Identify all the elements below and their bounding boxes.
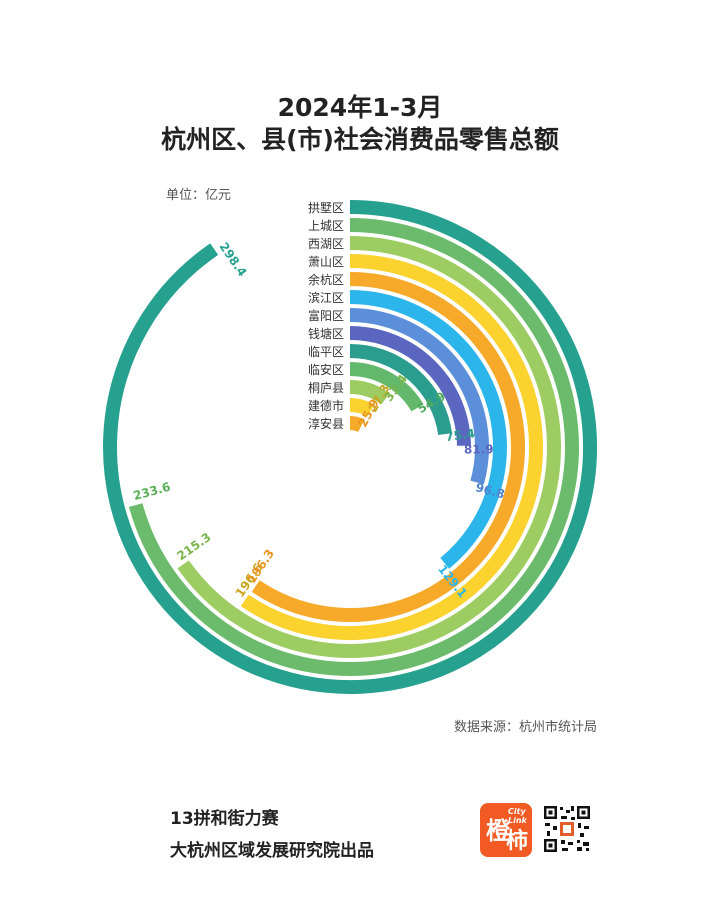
qr-code-icon — [542, 804, 592, 854]
category-label-余杭区: 余杭区 — [308, 272, 344, 287]
footer-publisher: 大杭州区域发展研究院出品 — [170, 841, 374, 861]
logo-char-2: 柿 — [506, 829, 529, 854]
logo-char-1: 橙 — [486, 817, 510, 845]
bar-富阳区 — [349, 308, 489, 485]
bar-上城区 — [128, 218, 579, 676]
chart-title-year: 2024年1-3月 — [277, 93, 443, 122]
bar-滨江区 — [349, 290, 507, 569]
bar-余杭区 — [251, 272, 525, 622]
bar-拱墅区 — [103, 200, 597, 694]
chart-bars — [103, 200, 597, 694]
bar-淳安县 — [349, 416, 365, 433]
bar-临安区 — [349, 362, 424, 412]
category-label-桐庐县: 桐庐县 — [308, 380, 344, 395]
category-label-西湖区: 西湖区 — [308, 236, 344, 251]
brand-logo: 橙 柿 City Link — [480, 803, 532, 857]
bar-西湖区 — [177, 236, 561, 658]
category-label-淳安县: 淳安县 — [308, 416, 344, 431]
category-label-富阳区: 富阳区 — [308, 308, 344, 323]
logo-small-text: City Link — [508, 807, 527, 825]
category-label-萧山区: 萧山区 — [308, 255, 344, 269]
category-label-建德市: 建德市 — [308, 398, 344, 413]
bar-萧山区 — [240, 254, 543, 640]
category-label-拱墅区: 拱墅区 — [308, 201, 344, 215]
category-label-滨江区: 滨江区 — [308, 290, 344, 305]
value-label-西湖区: 215.3 — [174, 530, 213, 563]
category-label-钱塘区: 钱塘区 — [308, 326, 344, 341]
bar-临平区 — [349, 344, 453, 436]
unit-label: 单位：亿元 — [166, 188, 232, 203]
value-label-拱墅区: 298.4 — [216, 240, 249, 279]
chart-title: 杭州区、县(市)社会消费品零售总额 — [161, 125, 559, 154]
category-label-临安区: 临安区 — [308, 362, 344, 377]
bar-桐庐县 — [349, 380, 390, 405]
footer-event: 13拼和街力赛 — [170, 809, 279, 829]
data-source: 数据来源：杭州市统计局 — [454, 720, 598, 735]
bar-钱塘区 — [349, 326, 471, 446]
value-label-钱塘区: 81.9 — [464, 442, 494, 456]
category-label-临平区: 临平区 — [308, 345, 344, 359]
value-label-上城区: 233.6 — [132, 480, 172, 503]
bar-建德市 — [349, 398, 375, 417]
category-label-上城区: 上城区 — [308, 219, 344, 233]
value-label-临平区: 75.4 — [445, 426, 476, 444]
